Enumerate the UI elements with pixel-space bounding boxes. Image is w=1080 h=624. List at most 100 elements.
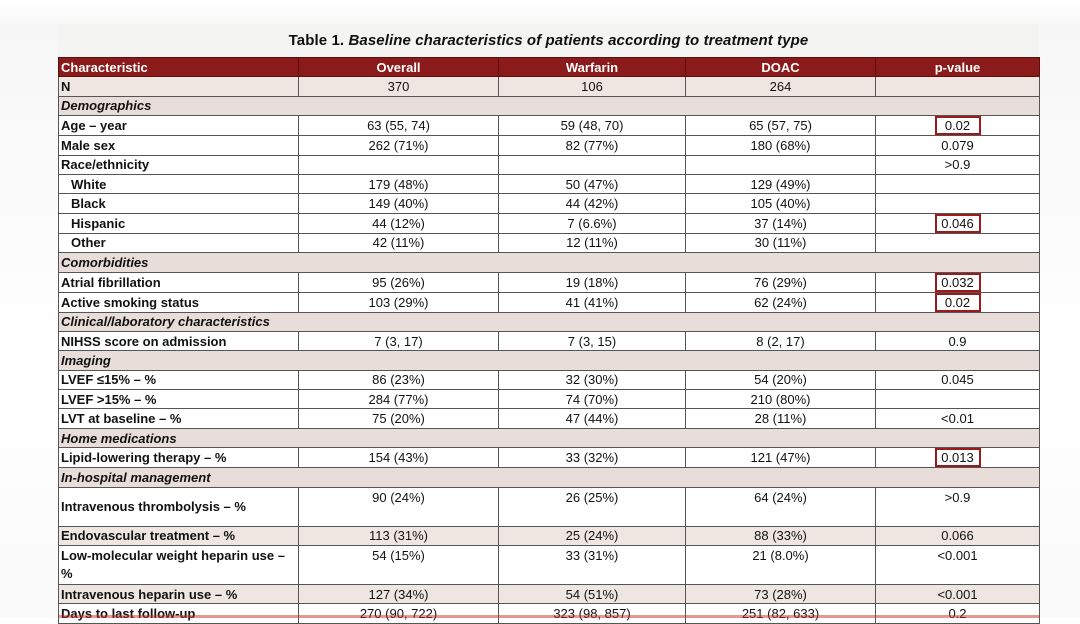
warfarin-cell: 32 (30%) <box>498 369 686 391</box>
table-row: Active smoking status 103 (29%) 41 (41%) 62… <box>58 291 1040 313</box>
row-label: Male sex <box>58 135 299 156</box>
warfarin-cell: 41 (41%) <box>498 291 686 313</box>
column-header-p-value: p-value <box>875 56 1040 78</box>
column-header-doac: DOAC <box>685 56 876 78</box>
warfarin-cell: 74 (70%) <box>498 389 686 410</box>
overall-cell: 370 <box>298 76 499 97</box>
p-value-cell: >0.9 <box>875 486 1040 527</box>
overall-cell: 154 (43%) <box>298 447 499 469</box>
section-row: Comorbidities <box>58 252 1040 273</box>
section-row: Clinical/laboratory characteristics <box>58 311 1040 332</box>
caption-prefix: Table 1. <box>288 32 349 49</box>
overall-cell: 262 (71%) <box>298 135 499 156</box>
p-value-cell: 0.066 <box>875 525 1040 547</box>
row-label: LVEF >15% – % <box>58 389 299 410</box>
row-label: LVT at baseline – % <box>58 408 299 429</box>
column-header-warfarin: Warfarin <box>498 56 686 78</box>
table-row: Hispanic 44 (12%) 7 (6.6%) 37 (14%) 0.046 <box>58 212 1040 234</box>
table-row: Days to last follow-up 270 (90, 722) 323 (… <box>58 603 1040 624</box>
section-label: In-hospital management <box>58 467 1040 488</box>
overall-cell: 90 (24%) <box>298 486 499 527</box>
table-header-row: Characteristic Overall Warfarin DOAC p-v… <box>58 56 1040 78</box>
warfarin-cell: 33 (31%) <box>498 545 686 586</box>
highlighted-p-value: 0.046 <box>934 214 981 233</box>
table-row: Race/ethnicity >0.9 <box>58 154 1040 175</box>
section-row: In-hospital management <box>58 467 1040 488</box>
warfarin-cell: 26 (25%) <box>498 486 686 527</box>
warfarin-cell: 59 (48, 70) <box>498 115 686 137</box>
p-value-cell <box>875 193 1040 214</box>
doac-cell: 8 (2, 17) <box>685 330 876 352</box>
warfarin-cell: 33 (32%) <box>498 447 686 469</box>
table-row: LVEF >15% – % 284 (77%) 74 (70%) 210 (80%) <box>58 389 1040 410</box>
section-label: Clinical/laboratory characteristics <box>58 311 1040 332</box>
row-label: Endovascular treatment – % <box>58 525 299 547</box>
overall-cell: 75 (20%) <box>298 408 499 429</box>
row-label: N <box>58 76 299 97</box>
doac-cell: 30 (11%) <box>685 232 876 254</box>
warfarin-cell: 25 (24%) <box>498 525 686 547</box>
section-label: Comorbidities <box>58 252 1040 273</box>
row-label: Age – year <box>58 115 299 137</box>
table-row: LVEF ≤15% – % 86 (23%) 32 (30%) 54 (20%) 0.0… <box>58 369 1040 391</box>
overall-cell: 113 (31%) <box>298 525 499 547</box>
highlighted-p-value: 0.02 <box>934 116 981 135</box>
warfarin-cell: 82 (77%) <box>498 135 686 156</box>
p-value-cell: 0.045 <box>875 369 1040 391</box>
p-value-cell: <0.001 <box>875 545 1040 586</box>
table-body: N 370 106 264 Demographics Age – year 63 (55, … <box>58 76 1040 624</box>
warfarin-cell: 106 <box>498 76 686 97</box>
warfarin-cell: 54 (51%) <box>498 584 686 605</box>
doac-cell: 37 (14%) <box>685 212 876 234</box>
table-row: LVT at baseline – % 75 (20%) 47 (44%) 28 (1… <box>58 408 1040 429</box>
row-label: Atrial fibrillation <box>58 271 299 293</box>
doac-cell: 64 (24%) <box>685 486 876 527</box>
overall-cell: 44 (12%) <box>298 212 499 234</box>
warfarin-cell: 323 (98, 857) <box>498 603 686 624</box>
warfarin-cell: 7 (3, 15) <box>498 330 686 352</box>
table-row: Endovascular treatment – % 113 (31%) 25 (2… <box>58 525 1040 547</box>
table-row: Male sex 262 (71%) 82 (77%) 180 (68%) 0.079 <box>58 135 1040 156</box>
row-label: Race/ethnicity <box>58 154 299 175</box>
table-row: Age – year 63 (55, 74) 59 (48, 70) 65 (57, … <box>58 115 1040 137</box>
warfarin-cell: 19 (18%) <box>498 271 686 293</box>
warfarin-cell: 50 (47%) <box>498 173 686 195</box>
table-row: Black 149 (40%) 44 (42%) 105 (40%) <box>58 193 1040 214</box>
overall-cell: 7 (3, 17) <box>298 330 499 352</box>
p-value-cell <box>875 232 1040 254</box>
section-label: Demographics <box>58 95 1040 117</box>
warfarin-cell: 44 (42%) <box>498 193 686 214</box>
overall-cell <box>298 154 499 175</box>
p-value-cell <box>875 76 1040 97</box>
section-label: Imaging <box>58 350 1040 371</box>
warfarin-cell: 12 (11%) <box>498 232 686 254</box>
caption-title: Baseline characteristics of patients acc… <box>348 32 809 49</box>
p-value-cell: 0.079 <box>875 135 1040 156</box>
row-label: Hispanic <box>58 212 299 234</box>
doac-cell: 76 (29%) <box>685 271 876 293</box>
column-header-overall: Overall <box>298 56 499 78</box>
table-row: Intravenous thrombolysis – % 90 (24%) 26 (… <box>58 486 1040 527</box>
p-value-cell <box>875 389 1040 410</box>
doac-cell <box>685 154 876 175</box>
doac-cell: 62 (24%) <box>685 291 876 313</box>
overall-cell: 86 (23%) <box>298 369 499 391</box>
row-label: LVEF ≤15% – % <box>58 369 299 391</box>
p-value-cell: 0.02 <box>875 115 1040 137</box>
overall-cell: 127 (34%) <box>298 584 499 605</box>
row-label: White <box>58 173 299 195</box>
table-row: NIHSS score on admission 7 (3, 17) 7 (3, 1… <box>58 330 1040 352</box>
section-row: Imaging <box>58 350 1040 371</box>
slide: Table 1. Baseline characteristics of pat… <box>58 24 1040 624</box>
slide-bottom-edge <box>58 615 1039 618</box>
doac-cell: 28 (11%) <box>685 408 876 429</box>
p-value-cell: 0.2 <box>875 603 1040 624</box>
doac-cell: 21 (8.0%) <box>685 545 876 586</box>
warfarin-cell: 7 (6.6%) <box>498 212 686 234</box>
doac-cell: 54 (20%) <box>685 369 876 391</box>
p-value-cell: 0.032 <box>875 271 1040 293</box>
overall-cell: 95 (26%) <box>298 271 499 293</box>
row-label: Days to last follow-up <box>58 603 299 624</box>
doac-cell: 129 (49%) <box>685 173 876 195</box>
overall-cell: 270 (90, 722) <box>298 603 499 624</box>
